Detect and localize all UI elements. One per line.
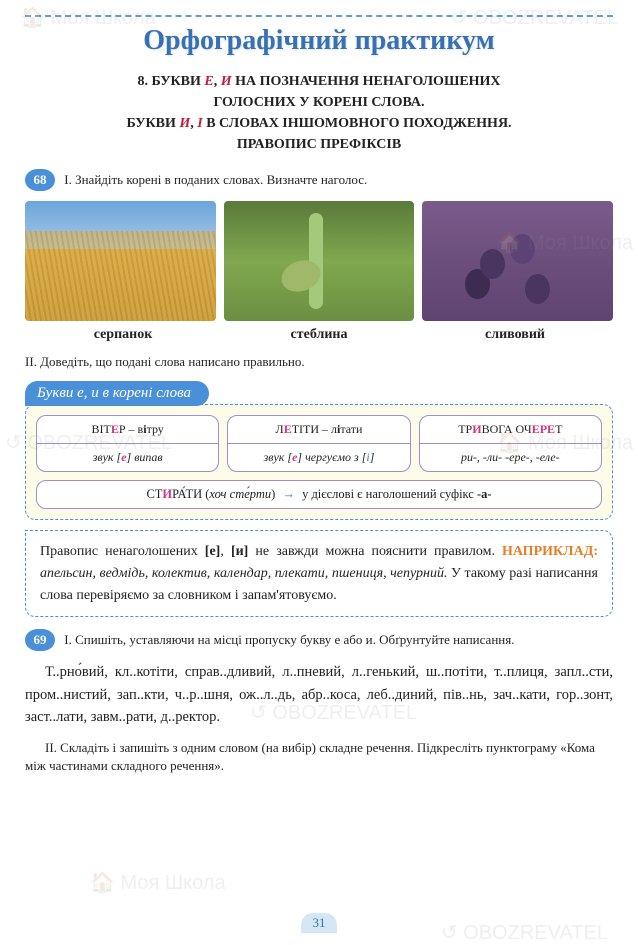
image-plum [422,201,613,321]
captions-row: серпанок стеблина сливовий [25,327,613,343]
task-69-text-1: І. Спишіть, уставляючи на місці пропуску… [64,632,514,647]
caption-2: стеблина [221,327,417,343]
rule-box: ВІТЕР – вітру звук [е] випав ЛЕТІТИ – лі… [25,404,613,520]
rule-cell-2: ЛЕТІТИ – літати звук [е] чергуємо з [і] [227,415,410,472]
main-title: Орфографічний практикум [25,25,613,57]
page-number: 31 [301,913,337,933]
rule-header: Букви е, и в корені слова [25,381,209,406]
arrow-icon: → [282,487,295,501]
image-wheat [25,201,216,321]
task-69-text-2: II. Складіть і запишіть з одним словом (… [25,739,613,775]
rule-table-row: ВІТЕР – вітру звук [е] випав ЛЕТІТИ – лі… [36,415,602,472]
rule-cell-1: ВІТЕР – вітру звук [е] випав [36,415,219,472]
section-num: 8. [137,74,148,89]
caption-1: серпанок [25,327,221,343]
images-row [25,201,613,321]
task-69: 69 І. Спишіть, уставляючи на місці пропу… [25,629,613,651]
task-69-badge: 69 [25,629,55,651]
image-stem [224,201,415,321]
watermark: ↺ OBOZREVATEL [441,920,608,945]
caption-3: сливовий [417,327,613,343]
task-68-text-1: І. Знайдіть корені в поданих словах. Виз… [64,172,367,187]
top-divider [25,15,613,17]
section-title: 8. БУКВИ Е, И НА ПОЗНАЧЕННЯ НЕНАГОЛОШЕНИ… [25,71,613,155]
watermark: 🏠 Моя Школа [90,870,226,895]
task-68: 68 І. Знайдіть корені в поданих словах. … [25,169,613,191]
rule-wide-cell: СТИРА́ТИ (хоч сте́рти) → у дієслові є на… [36,480,602,509]
task-68-badge: 68 [25,169,55,191]
rule-cell-3: ТРИВОГА ОЧЕРЕТ ри-, -ли- -ере-, -еле- [419,415,602,472]
explanation-box: Правопис ненаголошених [е], [и] не завжд… [25,530,613,617]
exercise-text: Т..рно́вий, кл..котіти, справ..дливий, л… [25,661,613,728]
task-68-text-2: II. Доведіть, що подані слова написано п… [25,353,613,371]
